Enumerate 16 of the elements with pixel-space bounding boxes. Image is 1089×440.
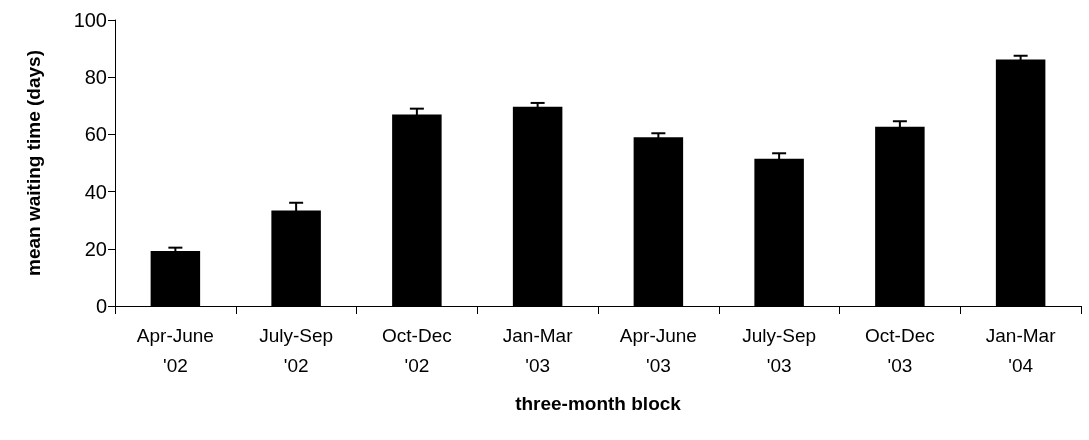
- x-tick-label: July-Sep '02: [259, 324, 334, 376]
- x-tick-label: Jan-Mar '03: [502, 324, 574, 376]
- x-tick-label: Apr-June '02: [136, 324, 214, 376]
- x-tick-label: Oct-Dec '03: [865, 324, 935, 376]
- y-tick-label: 20: [84, 237, 107, 260]
- y-tick-label: 0: [95, 295, 107, 317]
- x-tick-label: Jan-Mar '04: [985, 324, 1057, 376]
- x-tick-label: Oct-Dec '02: [382, 324, 452, 376]
- y-tick-label: 80: [84, 66, 107, 89]
- x-axis-title: three-month block: [515, 393, 682, 414]
- y-tick-label: 60: [84, 123, 107, 146]
- x-tick-label: July-Sep '03: [742, 324, 817, 376]
- y-axis-title: mean waiting time (days): [23, 50, 44, 276]
- y-tick-label: 40: [84, 180, 107, 203]
- x-tick-label: Apr-June '03: [619, 324, 697, 376]
- y-tick-label: 100: [73, 9, 107, 31]
